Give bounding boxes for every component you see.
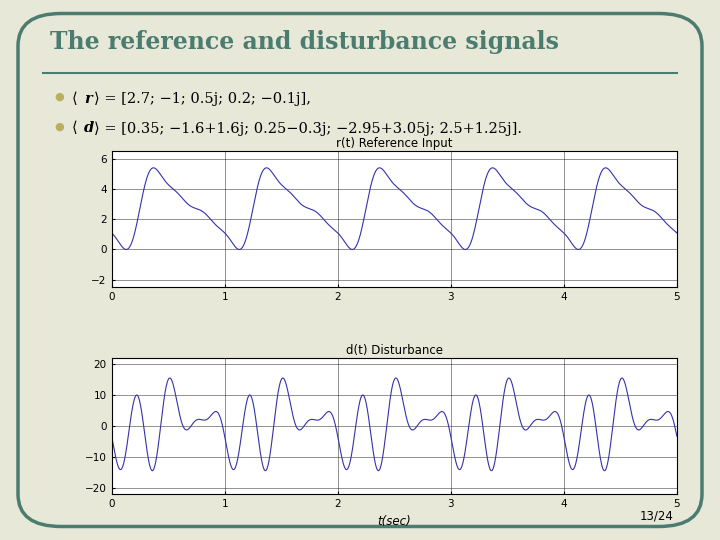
- Text: ●: ●: [54, 122, 64, 132]
- Text: ⟨: ⟨: [72, 122, 78, 136]
- Text: ⟨: ⟨: [72, 92, 78, 106]
- X-axis label: t(sec): t(sec): [377, 515, 411, 528]
- Text: ⟩ = [2.7; −1; 0.5j; 0.2; −0.1j],: ⟩ = [2.7; −1; 0.5j; 0.2; −0.1j],: [94, 92, 310, 106]
- Text: r: r: [84, 92, 92, 106]
- Title: d(t) Disturbance: d(t) Disturbance: [346, 344, 443, 357]
- Title: r(t) Reference Input: r(t) Reference Input: [336, 137, 452, 150]
- Text: The reference and disturbance signals: The reference and disturbance signals: [50, 30, 559, 53]
- Text: d: d: [84, 122, 94, 136]
- Text: ⟩ = [0.35; −1.6+1.6j; 0.25−0.3j; −2.95+3.05j; 2.5+1.25j].: ⟩ = [0.35; −1.6+1.6j; 0.25−0.3j; −2.95+3…: [94, 122, 521, 136]
- FancyBboxPatch shape: [18, 14, 702, 526]
- Text: ●: ●: [54, 92, 64, 102]
- Text: 13/24: 13/24: [639, 510, 673, 523]
